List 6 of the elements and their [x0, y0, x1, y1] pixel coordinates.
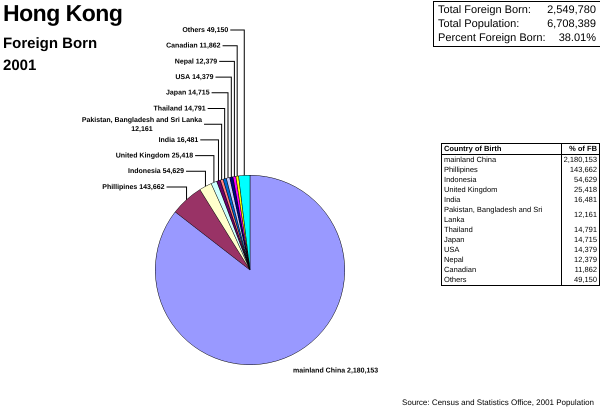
text: Percent Foreign Born: 38.01% — [438, 31, 596, 45]
text: Total Population: 6,708,389 — [438, 18, 596, 30]
text: Total Foreign Born: 2,549,780 — [438, 4, 596, 16]
source-note: Source: Census and Statistics Office, 2001 Population — [402, 398, 594, 407]
chart-title: Hong Kong — [3, 0, 122, 27]
text: Foreign Born 2001 — [3, 34, 98, 76]
